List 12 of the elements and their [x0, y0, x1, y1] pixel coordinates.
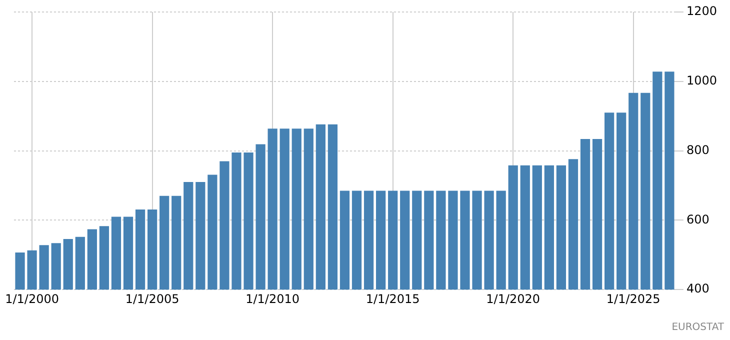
- x-tick-label: 1/1/2020: [486, 292, 540, 306]
- y-tick-label: 1200: [686, 4, 718, 18]
- text: EUROSTAT: [672, 322, 725, 333]
- x-tick-label: 1/1/2005: [125, 292, 180, 306]
- x-tick-label: 1/1/2015: [366, 292, 420, 306]
- y-tick-label: 400: [686, 282, 710, 296]
- y-tick-label: 800: [686, 142, 710, 157]
- y-tick-label: 1000: [686, 74, 718, 88]
- x-tick-label: 1/1/2010: [246, 292, 300, 306]
- x-tick-label: 1/1/2025: [606, 292, 660, 306]
- y-tick-label: 600: [686, 212, 710, 226]
- x-tick-label: 1/1/2000: [5, 292, 59, 306]
